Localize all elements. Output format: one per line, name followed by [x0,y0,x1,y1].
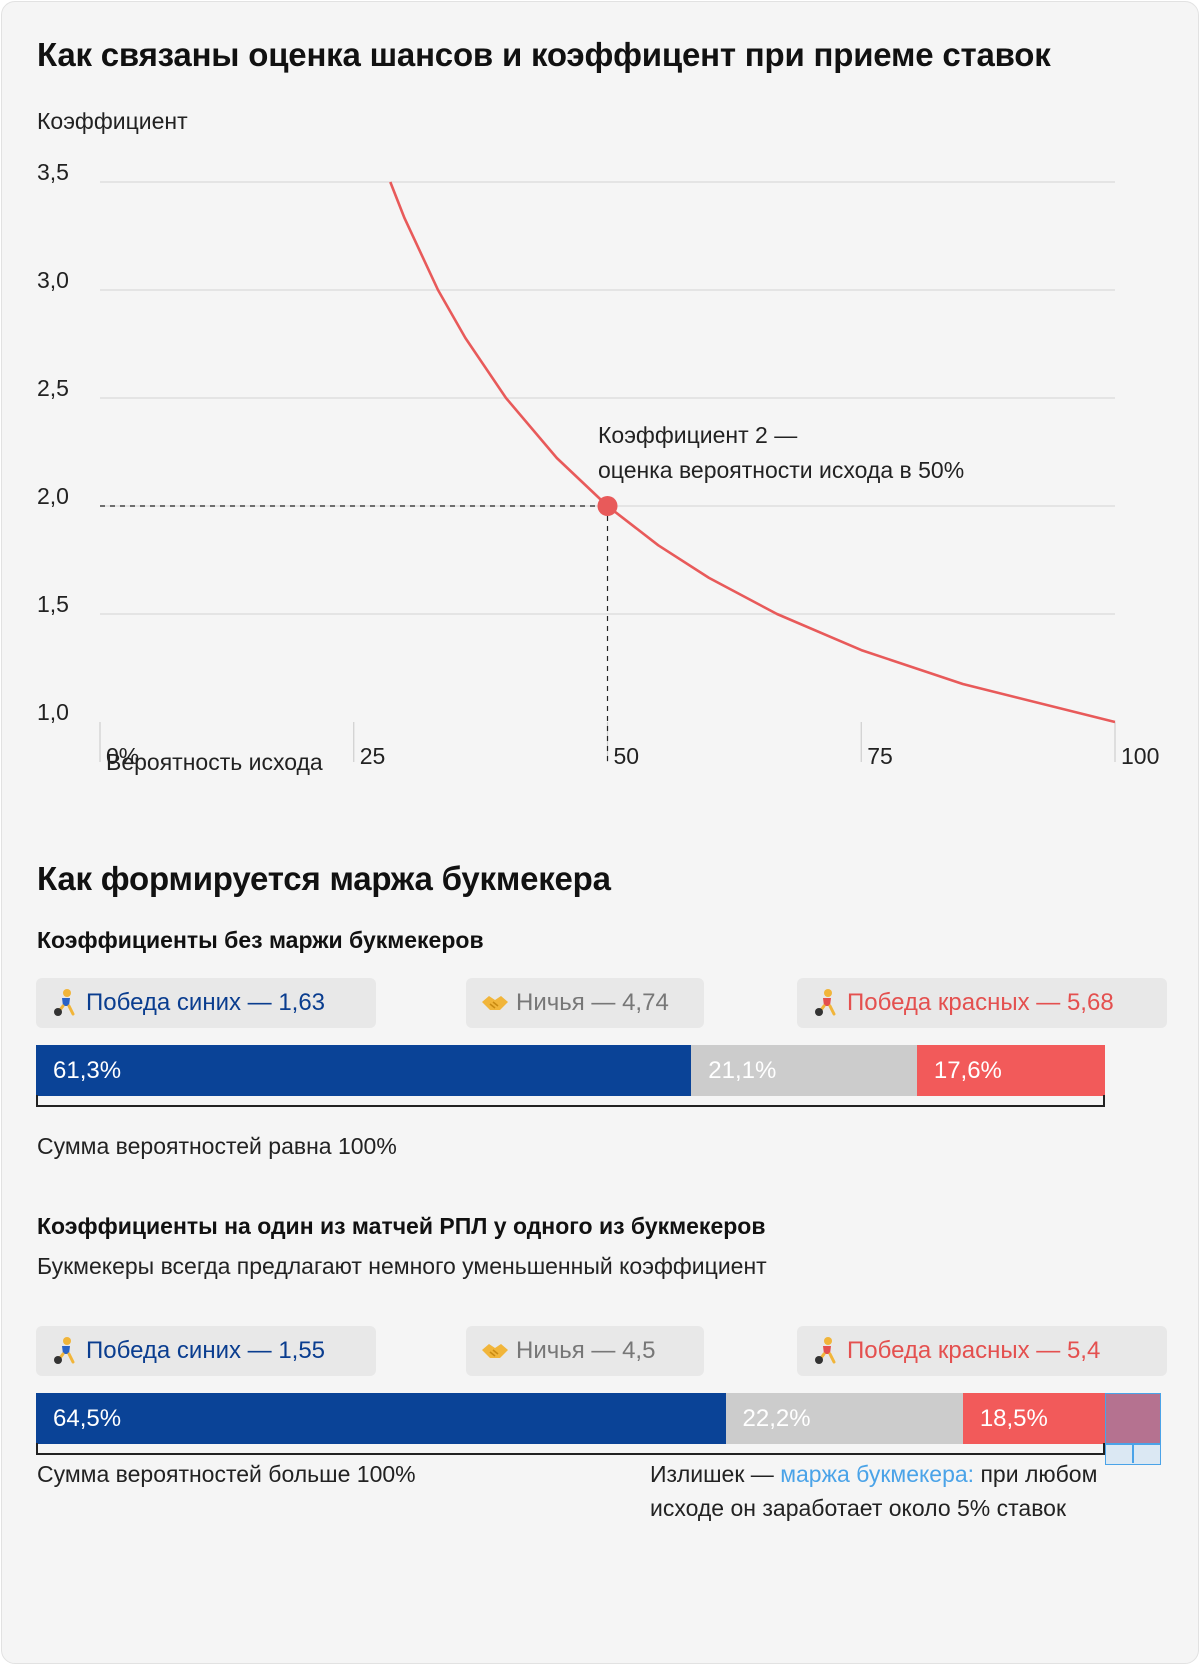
bar-segment: 61,3% [36,1045,692,1096]
x-tick-labels: 0% 25 50 75 100 [106,743,1159,769]
margin-bracket [1105,1443,1161,1445]
pill-red-win: Победа красных — 5,4 [797,1326,1167,1376]
x-axis-label: Вероятность исхода [106,749,323,775]
margin-note-rest: при любом [974,1461,1098,1487]
bar-segment-label: 64,5% [53,1404,122,1432]
sum-bracket [36,1095,1105,1107]
bar-segment: 17,6% [916,1045,1105,1096]
x-tick-label: 0% [106,743,139,769]
with-margin-subtitle: Коэффициенты на один из матчей РПЛ у одн… [37,1213,766,1239]
guide-lines [100,505,609,762]
pill-draw: Ничья — 4,74 [466,978,704,1028]
x-tick-label: 50 [614,743,640,769]
margin-pointer [1131,1445,1134,1463]
x-tick-label: 100 [1121,743,1159,769]
margin-note-prefix: Излишек — [650,1461,781,1487]
y-tick-labels: 1,0 1,5 2,0 2,5 3,0 3,5 [37,159,69,725]
bar-segment-label: 21,1% [708,1056,777,1084]
y-tick-label: 1,5 [37,591,69,617]
curve-layer [389,181,1116,724]
margin-overflow-segment [1105,1393,1161,1444]
x-tick-label: 75 [867,743,893,769]
pill-label: Победа синих — 1,63 [86,989,326,1016]
margin-note-line-2: исходе он заработает около 5% ставок [650,1495,1067,1521]
handshake-icon [482,1344,508,1358]
y-tick-label: 1,0 [37,699,69,725]
pill-blue-win: Победа синих — 1,63 [36,978,376,1028]
highlight-point [597,496,618,516]
sum-text: Сумма вероятностей больше 100% [37,1461,416,1487]
x-tick-label: 25 [360,743,386,769]
y-tick-label: 2,0 [37,483,69,509]
y-tick-label: 2,5 [37,375,69,401]
bar-segment-label: 18,5% [979,1404,1048,1432]
margin-highlight-box [1105,1393,1161,1465]
margin-note-line-1: Излишек — маржа букмекера: при любом [650,1461,1097,1488]
pill-blue-win: Победа синих — 1,55 [36,1326,376,1376]
margin-title: Как формируется маржа букмекера [37,860,611,897]
sum-bracket [36,1443,1105,1455]
grid-lines [99,181,1116,762]
y-tick-label: 3,0 [37,267,69,293]
no-margin-subtitle: Коэффициенты без маржи букмекеров [37,927,484,953]
pill-label: Ничья — 4,5 [516,1337,656,1364]
margin-link[interactable]: маржа букмекера: [780,1461,975,1487]
annotation-line-2: оценка вероятности исхода в 50% [598,457,964,483]
y-tick-label: 3,5 [37,159,69,185]
chart-title: Как связаны оценка шансов и коэффицент п… [37,36,1051,73]
bar-segment-label: 22,2% [742,1404,811,1432]
pill-label: Ничья — 4,74 [516,989,669,1016]
blue-player-icon [54,1337,75,1364]
bar-segment: 22,2% [725,1393,963,1444]
pill-draw: Ничья — 4,5 [466,1326,704,1376]
odds-curve-chart: 1,0 1,5 2,0 2,5 3,0 3,5 0% 25 50 75 100 Коэффицие… [37,159,1159,769]
bar-segment-label: 61,3% [53,1056,122,1084]
red-player-icon [815,989,836,1016]
red-player-icon [815,1337,836,1364]
sum-text: Сумма вероятностей равна 100% [37,1133,397,1159]
odds-curve [389,181,1116,724]
pill-red-win: Победа красных — 5,68 [797,978,1167,1028]
bar-segment: 21,1% [691,1045,917,1096]
with-margin-description: Букмекеры всегда предлагают немного умен… [37,1253,767,1279]
annotation-line-1: Коэффициент 2 — [598,422,797,448]
blue-player-icon [54,989,75,1016]
y-axis-label: Коэффициент [37,108,188,134]
pill-label: Победа красных — 5,4 [847,1337,1101,1364]
bar-segment-label: 17,6% [933,1056,1002,1084]
bar-segment: 64,5% [36,1393,726,1444]
pill-label: Победа синих — 1,55 [86,1337,326,1364]
pill-label: Победа красных — 5,68 [847,989,1114,1016]
handshake-icon [482,996,508,1010]
